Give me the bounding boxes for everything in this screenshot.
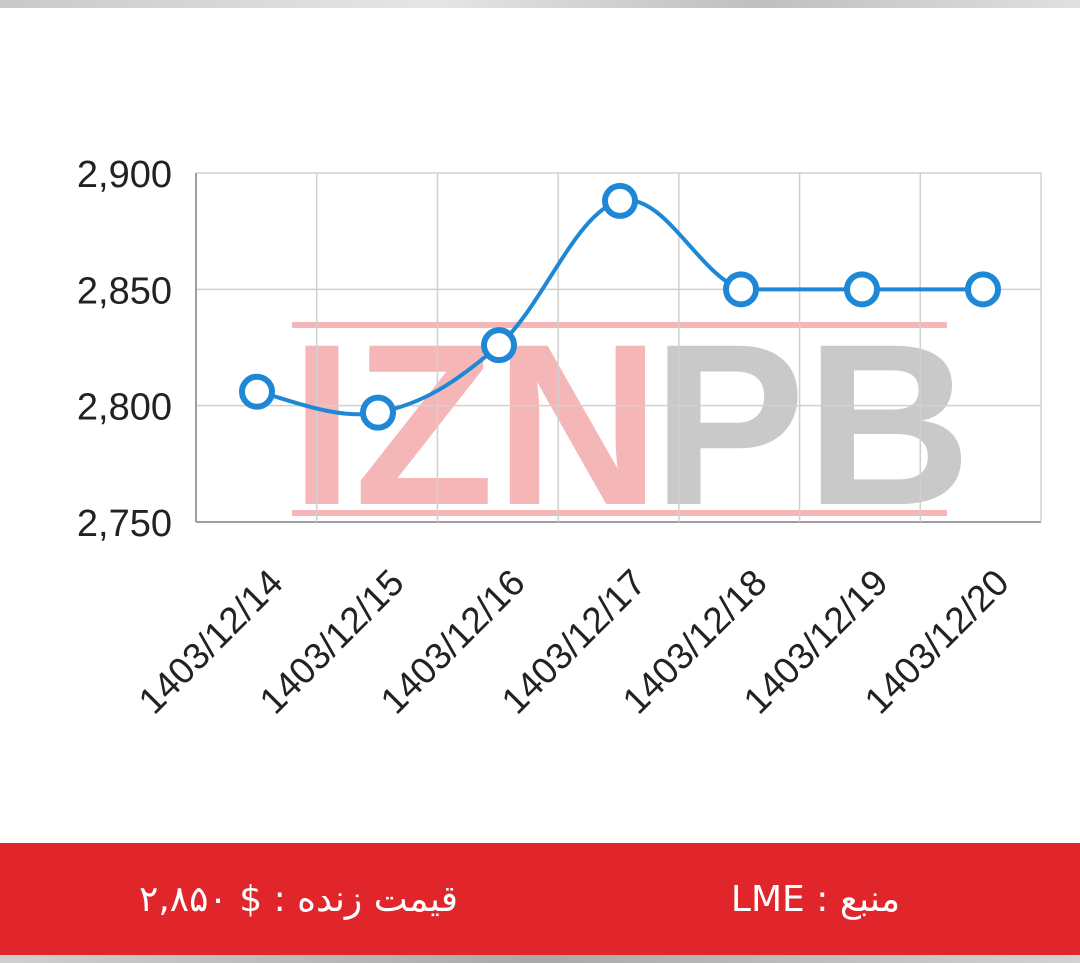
source-label: منبع : bbox=[816, 878, 900, 920]
line-chart: IZN PB 2,750 2,800 2,850 2,900 1403/12/1414… bbox=[77, 154, 1042, 722]
watermark-pb: PB bbox=[652, 296, 972, 553]
data-point bbox=[723, 271, 759, 308]
data-point bbox=[360, 394, 396, 431]
y-tick-label: 2,750 bbox=[77, 503, 172, 545]
y-tick-label: 2,800 bbox=[77, 387, 172, 429]
data-point bbox=[239, 373, 275, 410]
y-tick-label: 2,900 bbox=[77, 154, 172, 196]
source: منبع : LME bbox=[700, 843, 900, 955]
watermark-izn: IZN bbox=[290, 296, 661, 553]
y-tick-label: 2,850 bbox=[77, 270, 172, 312]
izn-pb-watermark: IZN PB bbox=[290, 296, 972, 553]
footer-bar: قیمت زنده : ۲,۸۵۰ $ منبع : LME bbox=[0, 843, 1080, 955]
data-point bbox=[602, 182, 638, 219]
live-price: قیمت زنده : ۲,۸۵۰ $ bbox=[108, 843, 458, 955]
top-edge bbox=[0, 0, 1080, 8]
x-axis-labels: 1403/12/141403/12/151403/12/161403/12/17… bbox=[131, 562, 1017, 722]
data-point bbox=[965, 271, 1001, 308]
live-price-value: ۲,۸۵۰ $ bbox=[138, 878, 263, 920]
grid-lines bbox=[195, 172, 1042, 523]
data-point bbox=[844, 271, 880, 308]
live-price-label: قیمت زنده : bbox=[273, 878, 458, 920]
source-value: LME bbox=[730, 878, 805, 920]
y-axis-labels: 2,750 2,800 2,850 2,900 bbox=[77, 154, 172, 545]
bottom-edge bbox=[0, 955, 1080, 963]
data-points bbox=[239, 182, 1001, 431]
data-point bbox=[481, 327, 517, 364]
